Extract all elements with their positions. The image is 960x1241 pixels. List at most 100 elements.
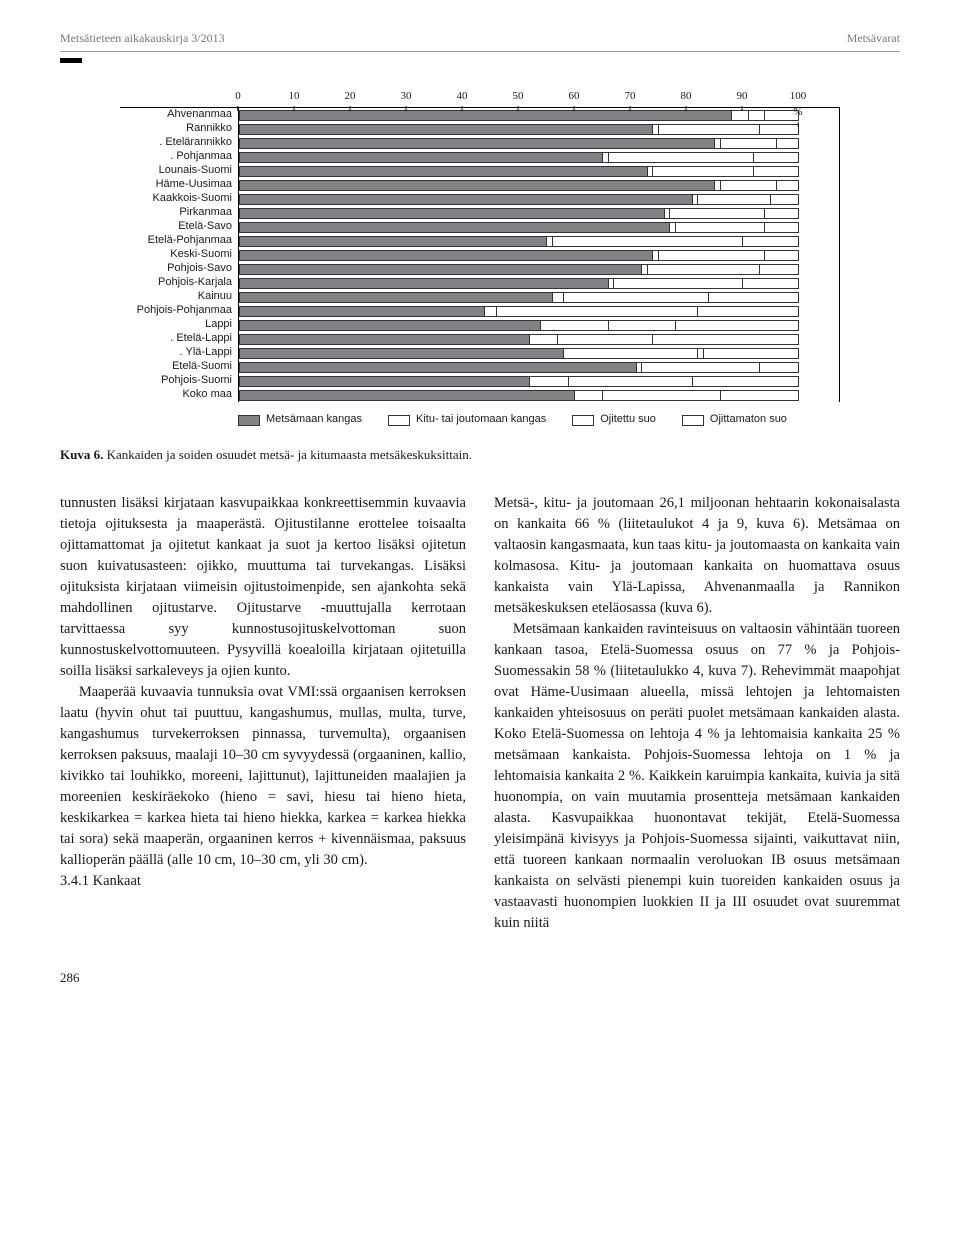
bar-segment [239, 250, 653, 261]
chart-row-bars [238, 164, 799, 178]
legend-item-s1: Metsämaan kangas [238, 412, 362, 428]
chart-row: . Ylä-Lappi [120, 346, 839, 360]
chart-row-bars [238, 178, 799, 192]
bar-segment [239, 348, 564, 359]
legend-label-s4: Ojittamaton suo [710, 412, 787, 428]
chart-row: Ahvenanmaa [120, 108, 839, 122]
bar-segment [676, 320, 799, 331]
bar-segment [721, 390, 799, 401]
chart-row: Pohjois-Karjala [120, 276, 839, 290]
chart-row: Etelä-Pohjanmaa [120, 234, 839, 248]
bar-segment [239, 138, 715, 149]
chart-row: Pohjois-Savo [120, 262, 839, 276]
legend-item-s3: Ojitettu suo [572, 412, 656, 428]
bar-segment [239, 110, 732, 121]
bar-segment [676, 222, 766, 233]
chart-row: . Pohjanmaa [120, 150, 839, 164]
chart-row: Häme-Uusimaa [120, 178, 839, 192]
bar-segment [239, 124, 653, 135]
axis-tick: 70 [625, 89, 636, 111]
chart-row-bars [238, 262, 799, 276]
bar-segment [239, 236, 547, 247]
chart-row-bars [238, 304, 799, 318]
axis-tick: 60 [569, 89, 580, 111]
bar-segment [239, 292, 553, 303]
bar-segment [239, 278, 609, 289]
chart-row: Etelä-Savo [120, 220, 839, 234]
bar-segment [530, 376, 569, 387]
bar-segment [777, 180, 799, 191]
body-right-p1: Metsä-, kitu- ja joutomaan 26,1 miljoona… [494, 493, 900, 619]
figure-6-chart: 0102030405060708090100 % AhvenanmaaRanni… [120, 89, 840, 428]
chart-row-bars [238, 192, 799, 206]
bar-segment [603, 390, 721, 401]
chart-row: Pirkanmaa [120, 206, 839, 220]
bar-segment [553, 236, 743, 247]
section-heading: 3.4.1 Kankaat [60, 871, 466, 892]
axis-tick: 80 [681, 89, 692, 111]
figure-caption-label: Kuva 6. [60, 447, 103, 462]
legend-item-s2: Kitu- tai joutomaan kangas [388, 412, 546, 428]
body-left-p2: Maaperää kuvaavia tunnuksia ovat VMI:ssä… [60, 682, 466, 871]
bar-segment [743, 236, 799, 247]
bar-segment [698, 194, 771, 205]
bar-segment [497, 306, 699, 317]
legend-swatch-s3 [572, 415, 594, 426]
chart-row: . Etelä-Lappi [120, 332, 839, 346]
bar-segment [777, 138, 799, 149]
chart-row: . Etelärannikko [120, 136, 839, 150]
chart-row: Pohjois-Pohjanmaa [120, 304, 839, 318]
bar-segment [754, 166, 799, 177]
bar-segment [754, 152, 799, 163]
chart-row-label: Koko maa [120, 387, 238, 403]
bar-segment [553, 292, 564, 303]
bar-segment [485, 306, 496, 317]
bar-segment [653, 166, 754, 177]
chart-row-bars [238, 276, 799, 290]
legend-label-s1: Metsämaan kangas [266, 412, 362, 428]
bar-segment [653, 334, 799, 345]
chart-legend: Metsämaan kangas Kitu- tai joutomaan kan… [238, 412, 840, 428]
bar-segment [760, 362, 799, 373]
bar-segment [749, 110, 766, 121]
chart-row: Rannikko [120, 122, 839, 136]
body-right-p2: Metsämaan kankaiden ravinteisuus on valt… [494, 619, 900, 934]
chart-row: Kainuu [120, 290, 839, 304]
axis-tick: 20 [345, 89, 356, 111]
bar-segment [659, 124, 760, 135]
bar-segment [564, 292, 710, 303]
legend-label-s2: Kitu- tai joutomaan kangas [416, 412, 546, 428]
bar-segment [704, 348, 799, 359]
chart-row: Lappi [120, 318, 839, 332]
bar-segment [765, 208, 799, 219]
legend-swatch-s4 [682, 415, 704, 426]
chart-row-bars [238, 234, 799, 248]
bar-segment [575, 390, 603, 401]
body-left-p1: tunnusten lisäksi kirjataan kasvupaikkaa… [60, 493, 466, 682]
chart-row-bars [238, 374, 799, 388]
axis-tick: 30 [401, 89, 412, 111]
legend-swatch-s2 [388, 415, 410, 426]
bar-segment [721, 138, 777, 149]
chart-row-bars [238, 332, 799, 346]
axis-tick: 50 [513, 89, 524, 111]
header-right: Metsävarat [847, 30, 900, 47]
bar-segment [609, 320, 676, 331]
chart-row-bars [238, 122, 799, 136]
chart-x-axis: 0102030405060708090100 % [238, 89, 798, 107]
chart-row: Keski-Suomi [120, 248, 839, 262]
bar-segment [743, 278, 799, 289]
bar-segment [765, 250, 799, 261]
bar-segment [541, 320, 608, 331]
bar-segment [765, 222, 799, 233]
axis-tick: 10 [289, 89, 300, 111]
chart-row-bars [238, 318, 799, 332]
body-columns: tunnusten lisäksi kirjataan kasvupaikkaa… [60, 493, 900, 934]
bar-segment [239, 376, 530, 387]
chart-row: Etelä-Suomi [120, 360, 839, 374]
chart-row-bars [238, 220, 799, 234]
figure-caption: Kuva 6. Kankaiden ja soiden osuudet mets… [60, 446, 900, 465]
header-left: Metsätieteen aikakauskirja 3/2013 [60, 30, 225, 47]
legend-item-s4: Ojittamaton suo [682, 412, 787, 428]
bar-segment [239, 180, 715, 191]
